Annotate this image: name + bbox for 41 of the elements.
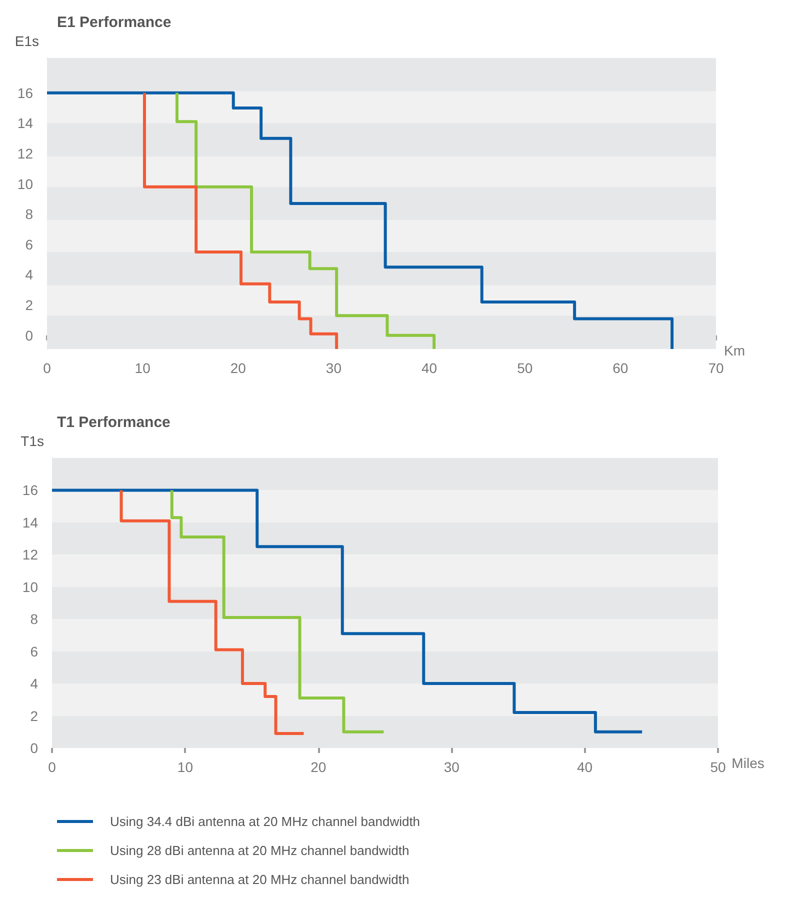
y-tick-label: 12 <box>17 145 34 162</box>
y-tick-label: 14 <box>22 514 38 530</box>
y-tick-label: 16 <box>22 482 38 498</box>
x-tick-label: 10 <box>134 360 151 376</box>
y-tick-label: 8 <box>30 611 38 628</box>
x-axis-title: Km <box>724 342 745 358</box>
y-tick-label: 2 <box>30 708 38 724</box>
x-tick-label: 20 <box>310 759 326 775</box>
y-tick-label: 4 <box>30 676 38 692</box>
y-tick-label: 6 <box>30 643 38 660</box>
y-tick-label: 10 <box>22 578 38 595</box>
x-tick-label: 40 <box>577 759 593 775</box>
x-tick-label: 70 <box>708 360 724 376</box>
legend-label: Using 28 dBi antenna at 20 MHz channel bandwidth <box>110 843 410 858</box>
y-tick-label: 6 <box>25 236 34 252</box>
y-tick-label: 4 <box>25 266 34 283</box>
x-tick-label: 60 <box>612 360 628 376</box>
legend-label: Using 34.4 dBi antenna at 20 MHz channel bandwidth <box>110 814 420 829</box>
x-tick-label: 0 <box>43 360 52 376</box>
x-tick-label: 30 <box>326 360 342 376</box>
y-axis-title: T1s <box>20 433 44 449</box>
x-tick-label: 20 <box>230 360 246 376</box>
y-tick-label: 16 <box>17 84 34 101</box>
x-tick-label: 40 <box>421 360 438 376</box>
x-tick-label: 10 <box>177 759 194 775</box>
y-tick-label: 14 <box>17 115 34 132</box>
x-tick-label: 0 <box>48 759 56 775</box>
y-tick-label: 8 <box>25 206 34 222</box>
y-axis-title: E1s <box>14 33 39 49</box>
y-tick-label: 0 <box>25 327 34 344</box>
x-tick-label: 50 <box>517 360 533 376</box>
y-tick-label: 2 <box>25 297 34 314</box>
x-axis-title: Miles <box>732 755 764 771</box>
legend-label: Using 23 dBi antenna at 20 MHz channel bandwidth <box>110 872 410 887</box>
chart-title: E1 Performance <box>57 14 172 31</box>
y-tick-label: 12 <box>22 546 38 563</box>
chart-title: T1 Performance <box>57 414 170 431</box>
x-tick-label: 30 <box>444 759 460 775</box>
y-tick-label: 10 <box>17 176 34 192</box>
y-tick-label: 0 <box>30 740 38 756</box>
x-tick-label: 50 <box>710 759 726 775</box>
